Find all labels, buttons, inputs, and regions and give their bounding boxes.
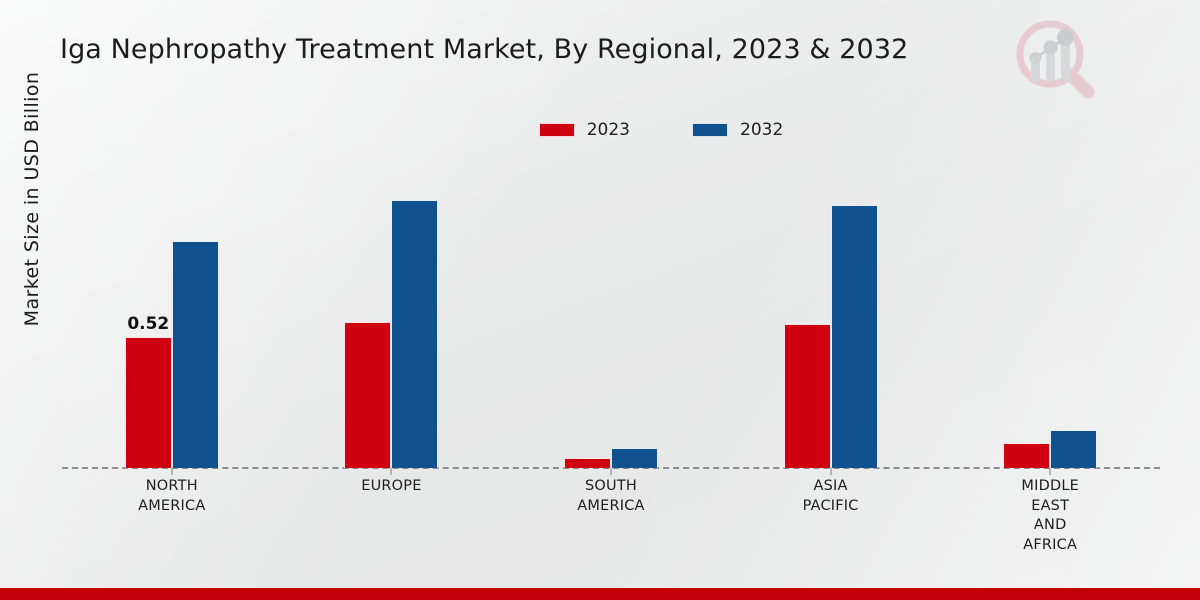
bar-2032-asia-pacific[interactable] bbox=[830, 205, 878, 468]
x-axis-tick bbox=[390, 468, 392, 475]
legend-label-2023: 2023 bbox=[586, 120, 630, 140]
category-label-line: AFRICA bbox=[1023, 536, 1078, 553]
legend-item-2032[interactable]: 2032 bbox=[692, 120, 783, 140]
bar-2023-north-america[interactable]: 0.52 bbox=[124, 314, 172, 468]
x-axis-category-label: NORTH AMERICA bbox=[87, 477, 257, 516]
bar-group: ASIA PACIFIC bbox=[721, 165, 941, 514]
x-axis-category-label: EUROPE bbox=[306, 477, 476, 497]
legend-item-2023[interactable]: 2023 bbox=[538, 120, 630, 140]
x-axis-tick bbox=[171, 468, 173, 475]
chart-title: Iga Nephropathy Treatment Market, By Reg… bbox=[60, 34, 909, 65]
category-label-line: AMERICA bbox=[577, 497, 645, 514]
category-label-line: NORTH bbox=[145, 478, 198, 494]
bar-2032-north-america[interactable] bbox=[171, 240, 219, 468]
footer-accent-bar bbox=[0, 588, 1200, 600]
legend-swatch-2023 bbox=[538, 123, 575, 137]
bar-2032-south-america[interactable] bbox=[610, 447, 658, 468]
bar-group: EUROPE bbox=[282, 165, 502, 494]
x-axis-tick bbox=[610, 468, 612, 475]
category-label-line: SOUTH bbox=[584, 478, 637, 494]
category-label-line: EUROPE bbox=[361, 478, 422, 494]
legend-swatch-2032 bbox=[692, 123, 728, 137]
bar-group: 0.52 NORTH AMERICA bbox=[62, 165, 282, 514]
bar-pair bbox=[282, 165, 502, 468]
bar-2023-south-america[interactable] bbox=[563, 457, 611, 468]
bar-value-label: 0.52 bbox=[127, 313, 170, 334]
bar-group: SOUTH AMERICA bbox=[501, 165, 721, 514]
bar-2023-middle-east-and-africa[interactable] bbox=[1003, 442, 1051, 468]
bar-2032-europe[interactable] bbox=[391, 200, 439, 468]
plot-area: 0.52 NORTH AMERICA EUROPE SOUTH AMERICA ASIA PA… bbox=[62, 165, 1160, 553]
x-axis-tick bbox=[830, 468, 832, 475]
x-axis-category-label: SOUTH AMERICA bbox=[526, 477, 696, 516]
y-axis-title: Market Size in USD Billion bbox=[21, 71, 43, 327]
watermark-logo bbox=[1014, 18, 1096, 104]
x-axis-category-label: MIDDLE EAST AND AFRICA bbox=[965, 477, 1135, 555]
x-axis-category-label: ASIA PACIFIC bbox=[746, 477, 916, 516]
chart-legend: 2023 2032 bbox=[0, 120, 1200, 140]
bar-2023-asia-pacific[interactable] bbox=[783, 324, 831, 468]
bar-pair bbox=[501, 165, 721, 468]
category-label-line: ASIA bbox=[813, 478, 848, 494]
magnifier-bar-chart-icon bbox=[1016, 20, 1095, 99]
category-label-line: PACIFIC bbox=[802, 497, 859, 514]
bar-pair bbox=[940, 165, 1160, 468]
category-label-line: EAST bbox=[1031, 497, 1070, 514]
x-axis-tick bbox=[1049, 468, 1051, 475]
category-label-line: AND bbox=[1033, 517, 1067, 534]
bar-pair bbox=[721, 165, 941, 468]
category-label-line: MIDDLE bbox=[1021, 478, 1079, 494]
bar-2023-europe[interactable] bbox=[344, 321, 392, 468]
legend-label-2032: 2032 bbox=[740, 120, 784, 140]
bar-group: MIDDLE EAST AND AFRICA bbox=[940, 165, 1160, 553]
bar-2032-middle-east-and-africa[interactable] bbox=[1050, 430, 1098, 468]
bar-pair: 0.52 bbox=[62, 165, 282, 468]
category-label-line: AMERICA bbox=[138, 497, 206, 514]
